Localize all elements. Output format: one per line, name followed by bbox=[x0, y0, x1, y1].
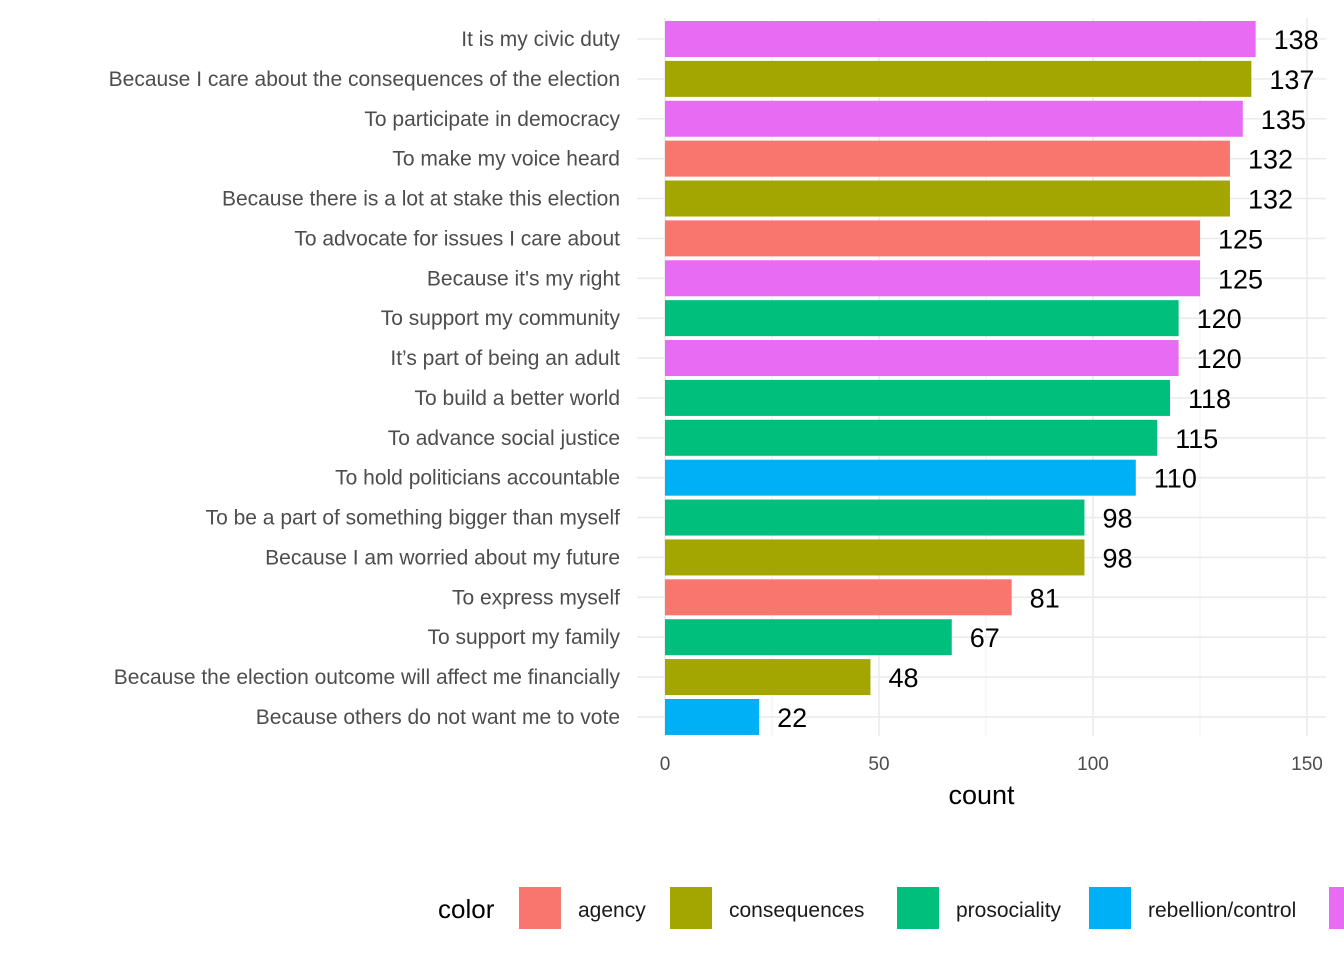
category-label: To support my family bbox=[427, 626, 620, 649]
legend: color agency consequences prosociality rebe… bbox=[438, 887, 1344, 929]
category-label: To support my community bbox=[381, 307, 621, 330]
value-label: 48 bbox=[888, 663, 918, 693]
value-label: 132 bbox=[1248, 185, 1293, 215]
bar bbox=[665, 60, 1252, 97]
bar bbox=[665, 459, 1136, 496]
legend-swatch bbox=[897, 887, 939, 929]
bar bbox=[665, 619, 952, 656]
value-label: 138 bbox=[1274, 25, 1319, 55]
bar bbox=[665, 180, 1230, 217]
value-label: 125 bbox=[1218, 264, 1263, 294]
value-label: 98 bbox=[1102, 504, 1132, 534]
bars bbox=[665, 21, 1256, 735]
bar bbox=[665, 260, 1200, 297]
legend-swatch bbox=[670, 887, 712, 929]
category-label: Because I am worried about my future bbox=[265, 546, 620, 569]
bar bbox=[665, 340, 1179, 377]
legend-label: rebellion/control bbox=[1148, 899, 1296, 922]
category-label: To participate in democracy bbox=[364, 108, 620, 131]
x-axis-ticks: 0 50 100 150 bbox=[660, 754, 1323, 775]
bar bbox=[665, 499, 1085, 536]
category-label: It’s part of being an adult bbox=[390, 347, 620, 370]
legend-label: consequences bbox=[729, 899, 864, 922]
legend-swatch bbox=[519, 887, 561, 929]
bar bbox=[665, 21, 1256, 57]
x-axis-title: count bbox=[948, 780, 1015, 810]
category-label: To express myself bbox=[452, 586, 620, 609]
bar bbox=[665, 220, 1200, 257]
value-label: 110 bbox=[1154, 464, 1197, 494]
legend-label: agency bbox=[578, 899, 646, 922]
category-label: Because I care about the consequences of… bbox=[109, 68, 620, 91]
bar bbox=[665, 140, 1230, 177]
value-label: 118 bbox=[1188, 384, 1231, 414]
value-label: 98 bbox=[1102, 543, 1132, 573]
x-tick-label: 50 bbox=[868, 754, 889, 775]
category-label: Because there is a lot at stake this ele… bbox=[222, 188, 620, 211]
x-tick-label: 0 bbox=[660, 754, 671, 775]
bar bbox=[665, 419, 1158, 456]
category-label: Because the election outcome will affect… bbox=[114, 666, 621, 689]
legend-label: prosociality bbox=[956, 899, 1062, 922]
x-tick-label: 100 bbox=[1077, 754, 1109, 775]
category-label: It is my civic duty bbox=[461, 28, 620, 51]
category-labels: It is my civic duty Because I care about … bbox=[109, 28, 621, 729]
bar bbox=[665, 539, 1085, 576]
bar bbox=[665, 100, 1243, 137]
value-label: 67 bbox=[970, 623, 1000, 653]
value-label: 132 bbox=[1248, 145, 1293, 175]
bar bbox=[665, 698, 760, 735]
value-label: 125 bbox=[1218, 224, 1263, 254]
value-label: 115 bbox=[1175, 424, 1218, 454]
category-label: Because others do not want me to vote bbox=[256, 706, 620, 729]
legend-title: color bbox=[438, 894, 495, 924]
value-labels: 138 137 135 132 132 125 125 120 120 118 115 110 98 98… bbox=[777, 25, 1319, 733]
legend-swatch bbox=[1329, 887, 1344, 929]
value-label: 22 bbox=[777, 703, 807, 733]
category-label: To advance social justice bbox=[388, 427, 620, 450]
category-label: To build a better world bbox=[415, 387, 620, 410]
category-label: To make my voice heard bbox=[392, 148, 620, 171]
bar bbox=[665, 579, 1012, 616]
category-label: To hold politicians accountable bbox=[335, 467, 620, 490]
legend-swatch bbox=[1089, 887, 1131, 929]
bar bbox=[665, 379, 1171, 416]
category-label: To be a part of something bigger than my… bbox=[206, 507, 621, 530]
bar bbox=[665, 300, 1179, 337]
value-label: 120 bbox=[1197, 304, 1242, 334]
x-tick-label: 150 bbox=[1291, 754, 1323, 775]
category-label: To advocate for issues I care about bbox=[294, 227, 620, 250]
value-label: 137 bbox=[1269, 65, 1314, 95]
value-label: 135 bbox=[1261, 105, 1306, 135]
value-label: 120 bbox=[1197, 344, 1242, 374]
value-label: 81 bbox=[1030, 583, 1060, 613]
category-label: Because it's my right bbox=[427, 267, 620, 290]
bar bbox=[665, 659, 871, 696]
